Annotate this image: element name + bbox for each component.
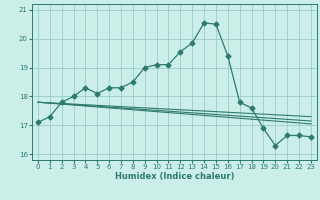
- X-axis label: Humidex (Indice chaleur): Humidex (Indice chaleur): [115, 172, 234, 181]
